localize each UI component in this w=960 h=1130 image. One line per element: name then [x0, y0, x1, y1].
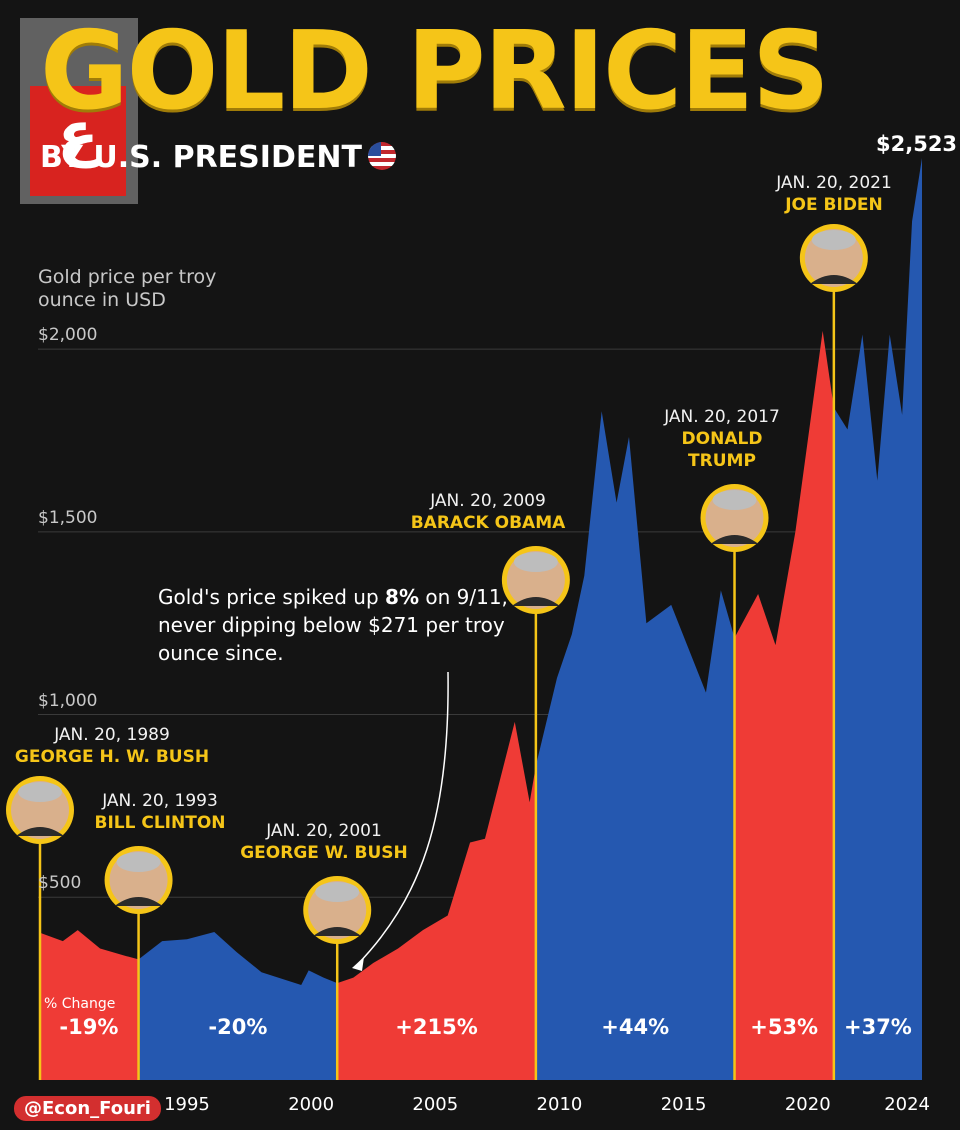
inauguration-date: JAN. 20, 2017 — [664, 407, 780, 427]
president-name: JOE BIDEN — [785, 195, 883, 215]
x-tick-label: 2005 — [412, 1094, 459, 1115]
x-tick-label: 2000 — [288, 1094, 335, 1115]
portrait-hair — [18, 782, 62, 802]
percent-change-label: +44% — [601, 1015, 670, 1039]
inauguration-date: JAN. 20, 2001 — [266, 821, 382, 841]
inauguration-date: JAN. 20, 1993 — [102, 791, 218, 811]
president-name: BARACK OBAMA — [410, 513, 566, 533]
annotation-suffix: on 9/11, never dipping below $271 per tr… — [158, 585, 508, 665]
portrait-suit — [114, 897, 163, 906]
president-name: GEORGE W. BUSH — [240, 843, 408, 863]
y-tick-label: $2,000 — [38, 325, 98, 346]
x-tick-label: 2010 — [536, 1094, 583, 1115]
president-label: JAN. 20, 2017 DONALD TRUMP — [664, 406, 780, 472]
percent-change-label: -19% — [59, 1015, 119, 1039]
annotation-arrow — [355, 671, 449, 967]
president-label: JAN. 20, 2009 BARACK OBAMA — [411, 490, 566, 534]
portrait-hair — [712, 490, 757, 510]
x-tick-label: 2015 — [660, 1094, 707, 1115]
president-label: JAN. 20, 2021 JOE BIDEN — [776, 172, 892, 216]
portrait-hair — [315, 882, 360, 902]
x-tick-label: 2024 — [884, 1094, 930, 1115]
annotation-arrowhead — [352, 957, 364, 971]
term-area-0 — [39, 930, 139, 1080]
president-label: JAN. 20, 2001 GEORGE W. BUSH — [240, 820, 408, 864]
chart-title: GOLD PRICES — [40, 9, 830, 134]
president-name: GEORGE H. W. BUSH — [14, 747, 210, 767]
chart-subtitle: BY U.S. PRESIDENT — [40, 140, 396, 175]
portrait-hair — [116, 852, 161, 872]
inauguration-date: JAN. 20, 1989 — [54, 725, 170, 745]
term-area-1 — [138, 931, 338, 1080]
channel-logo-icon: ع — [30, 86, 126, 196]
president-label: JAN. 20, 1989 GEORGE H. W. BUSH — [15, 724, 209, 768]
portrait-hair — [811, 230, 856, 250]
x-tick-label: 2020 — [784, 1094, 831, 1115]
annotation-prefix: Gold's price spiked up — [158, 585, 386, 609]
y-tick-label: $1,500 — [38, 507, 98, 528]
percent-change-label: +215% — [395, 1015, 478, 1039]
y-tick-label: $1,000 — [38, 690, 98, 711]
percent-change-header: % Change — [44, 996, 116, 1012]
portrait-suit — [16, 827, 64, 836]
inauguration-date: JAN. 20, 2009 — [430, 491, 546, 511]
author-handle[interactable]: @Econ_Fouri — [14, 1096, 161, 1121]
portrait-suit — [313, 927, 362, 936]
y-axis-label: Gold price per troy ounce in USD — [38, 266, 217, 311]
president-name: BILL CLINTON — [94, 813, 226, 833]
inauguration-date: JAN. 20, 2021 — [776, 173, 892, 193]
us-flag-icon — [367, 142, 396, 170]
y-tick-label: $500 — [38, 873, 82, 894]
portrait-hair — [513, 552, 558, 572]
president-label: JAN. 20, 1993 BILL CLINTON — [94, 790, 225, 834]
x-tick-label: 1995 — [164, 1094, 210, 1115]
nine-eleven-annotation: Gold's price spiked up 8% on 9/11, never… — [158, 583, 518, 667]
final-price-label: $2,523 — [876, 132, 958, 156]
term-area-2 — [337, 721, 536, 1080]
term-area-3 — [535, 411, 735, 1080]
percent-change-label: +53% — [750, 1015, 819, 1039]
percent-change-label: -20% — [208, 1015, 268, 1039]
portrait-suit — [511, 597, 560, 606]
percent-change-label: +37% — [843, 1015, 912, 1039]
term-area-4 — [734, 330, 834, 1080]
term-area-5 — [833, 158, 922, 1080]
annotation-highlight: 8% — [385, 585, 419, 609]
portrait-suit — [809, 275, 858, 284]
portrait-suit — [710, 535, 759, 544]
subtitle-text: BY U.S. PRESIDENT — [40, 140, 362, 175]
president-name: DONALD TRUMP — [681, 429, 763, 471]
